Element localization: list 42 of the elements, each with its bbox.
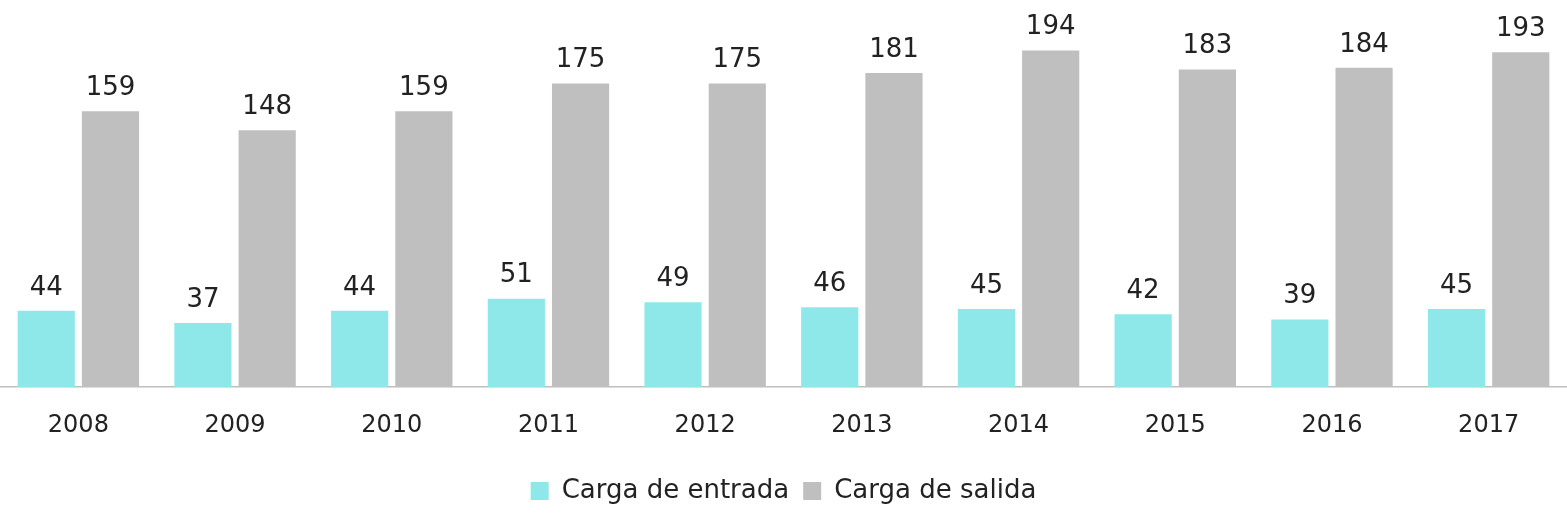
- bar: [1114, 314, 1172, 388]
- bar: [17, 310, 75, 388]
- bar: [957, 309, 1016, 388]
- data-label: 175: [555, 43, 606, 74]
- legend-label: Carga de entrada: [561, 473, 790, 504]
- x-tick-label: 2010: [361, 409, 423, 438]
- bar: [1271, 319, 1329, 388]
- data-label: 44: [343, 270, 377, 301]
- legend-label: Carga de salida: [834, 473, 1037, 504]
- data-label: 49: [656, 261, 690, 292]
- data-label: 184: [1339, 27, 1389, 58]
- x-tick-label: 2009: [204, 409, 266, 438]
- bar: [801, 307, 859, 388]
- bar: [644, 302, 702, 388]
- x-tick-label: 2011: [517, 409, 579, 438]
- data-label: 148: [242, 90, 292, 121]
- data-label: 175: [712, 43, 763, 74]
- data-label: 194: [1025, 10, 1076, 41]
- bar: [174, 322, 232, 388]
- data-label: 51: [499, 258, 533, 289]
- x-tick-label: 2015: [1144, 409, 1206, 438]
- data-label: 39: [1283, 279, 1317, 310]
- x-tick-label: 2016: [1301, 409, 1363, 438]
- data-label: 45: [969, 268, 1003, 299]
- x-tick-label: 2012: [674, 409, 736, 438]
- x-tick-label: 2014: [988, 409, 1050, 438]
- data-label: 181: [869, 32, 919, 63]
- data-label: 42: [1126, 274, 1160, 305]
- data-label: 159: [399, 70, 449, 101]
- data-label: 46: [813, 267, 847, 298]
- bar: [487, 298, 545, 388]
- x-tick-label: 2008: [47, 409, 109, 438]
- x-tick-label: 2017: [1458, 409, 1520, 438]
- data-label: 45: [1439, 268, 1474, 299]
- x-tick-label: 2013: [831, 409, 893, 438]
- data-label: 44: [29, 270, 63, 301]
- data-label: 159: [85, 70, 136, 101]
- data-label: 183: [1182, 29, 1233, 60]
- bar: [331, 310, 389, 388]
- bar: [1427, 309, 1486, 388]
- data-label: 37: [186, 282, 220, 313]
- data-label: 193: [1495, 11, 1546, 42]
